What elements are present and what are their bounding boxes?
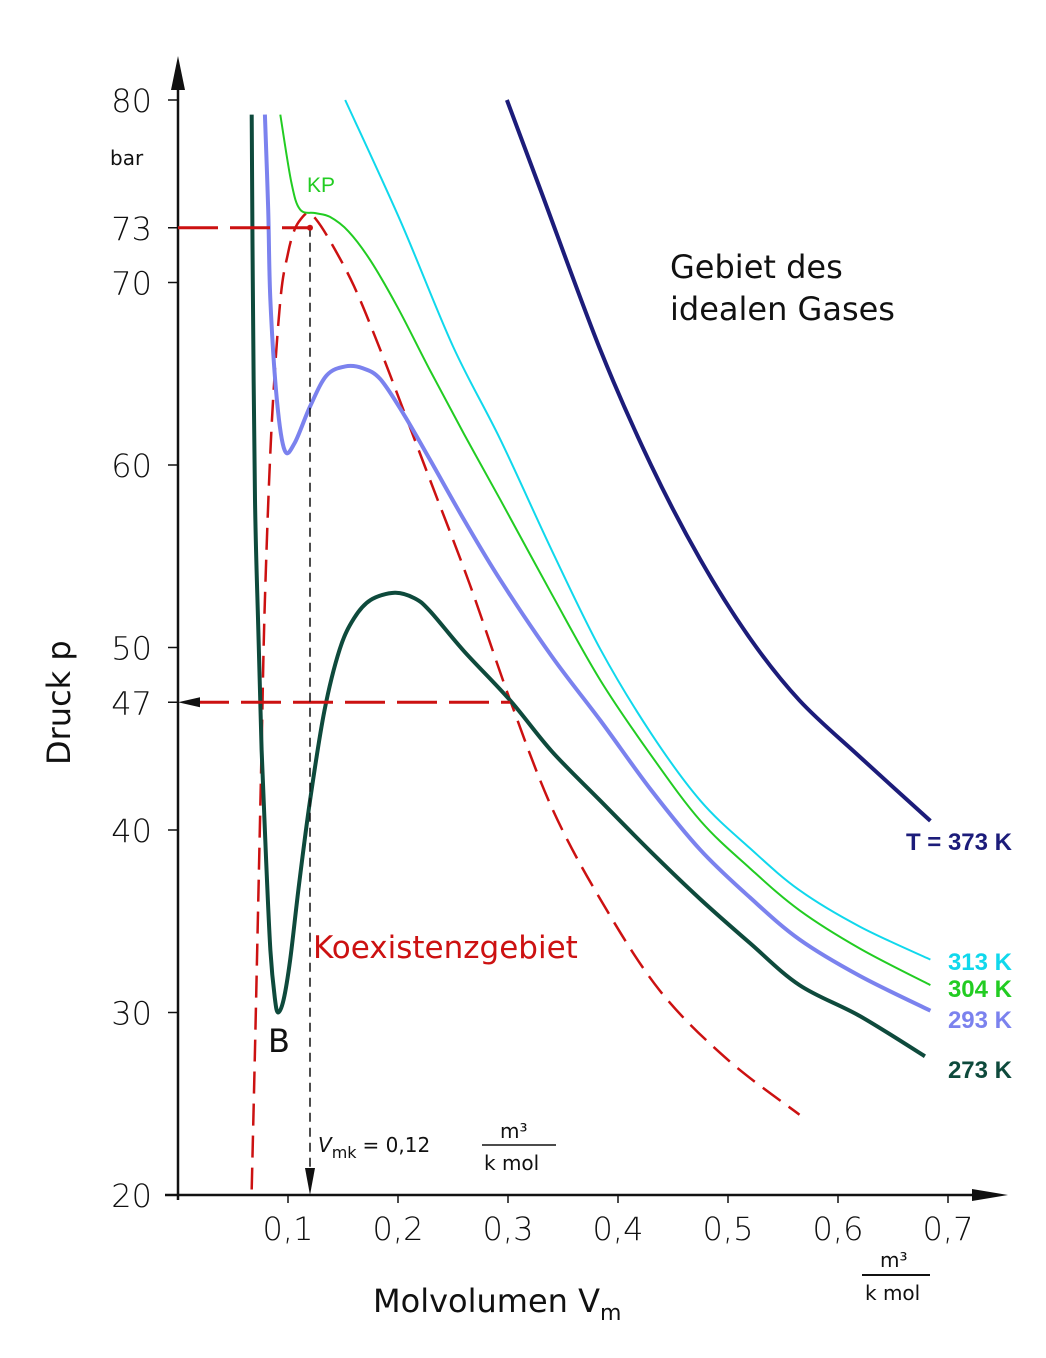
x-tick-label: 0,7	[923, 1210, 974, 1248]
isotherm-304k	[279, 114, 931, 987]
vapor-pressure-arrow-icon	[178, 697, 200, 708]
y-tick-label: 47	[111, 684, 152, 722]
x-tick-label: 0,1	[263, 1210, 314, 1248]
x-unit-numerator: m³	[880, 1248, 908, 1272]
x-tick-label: 0,6	[813, 1210, 864, 1248]
y-tick-label: 40	[111, 812, 152, 850]
isotherm-label-273k: 273 K	[948, 1057, 1013, 1084]
x-tick-label: 0,5	[703, 1210, 754, 1248]
x-axis-arrow-icon	[972, 1189, 1008, 1201]
vmk-annotation: Vmk = 0,12 m³ k mol	[318, 1119, 556, 1175]
x-tick-label: 0,2	[373, 1210, 424, 1248]
y-tick-label: 20	[111, 1177, 152, 1215]
y-tick-label: 30	[111, 995, 152, 1033]
coexistence-curve	[250, 211, 801, 1190]
isotherm-293k	[262, 114, 932, 1013]
isotherm-label-313k: 313 K	[948, 949, 1013, 976]
x-tick-label: 0,3	[483, 1210, 534, 1248]
y-unit: bar	[110, 146, 144, 170]
svg-text:m³: m³	[500, 1119, 528, 1143]
coexistence-label: Koexistenzgebiet	[313, 930, 578, 966]
critical-point-label: KP	[307, 174, 335, 197]
isotherm-label-293k: 293 K	[948, 1007, 1013, 1034]
critical-point-marker	[307, 224, 313, 231]
svg-text:Vmk= 0,12: Vmk = 0,12	[318, 1133, 430, 1162]
point-b-label: B	[268, 1022, 290, 1060]
axes	[165, 56, 1008, 1201]
isotherm-label-373k: T = 373 K	[906, 829, 1013, 856]
isotherm-273k	[249, 114, 926, 1059]
critical-volume-arrow-icon	[305, 1168, 315, 1195]
y-tick-label: 80	[111, 82, 152, 120]
y-tick-label: 60	[111, 447, 152, 485]
x-tick-label: 0,4	[593, 1210, 644, 1248]
isotherm-label-304k: 304 K	[948, 976, 1013, 1003]
y-tick-label: 50	[111, 630, 152, 668]
x-axis-label: Molvolumen Vm	[373, 1282, 621, 1326]
isotherm-373k	[505, 99, 932, 823]
y-axis-arrow-icon	[171, 56, 185, 90]
ideal-gas-label-2: idealen Gases	[670, 290, 895, 328]
y-axis-label: Druck p	[40, 640, 78, 765]
isotherm-313k	[344, 99, 931, 961]
svg-text:k mol: k mol	[484, 1151, 539, 1175]
ideal-gas-label-1: Gebiet des	[670, 248, 843, 286]
y-tick-label: 70	[111, 265, 152, 303]
y-tick-label: 73	[111, 210, 152, 248]
x-unit-denominator: k mol	[865, 1281, 920, 1305]
